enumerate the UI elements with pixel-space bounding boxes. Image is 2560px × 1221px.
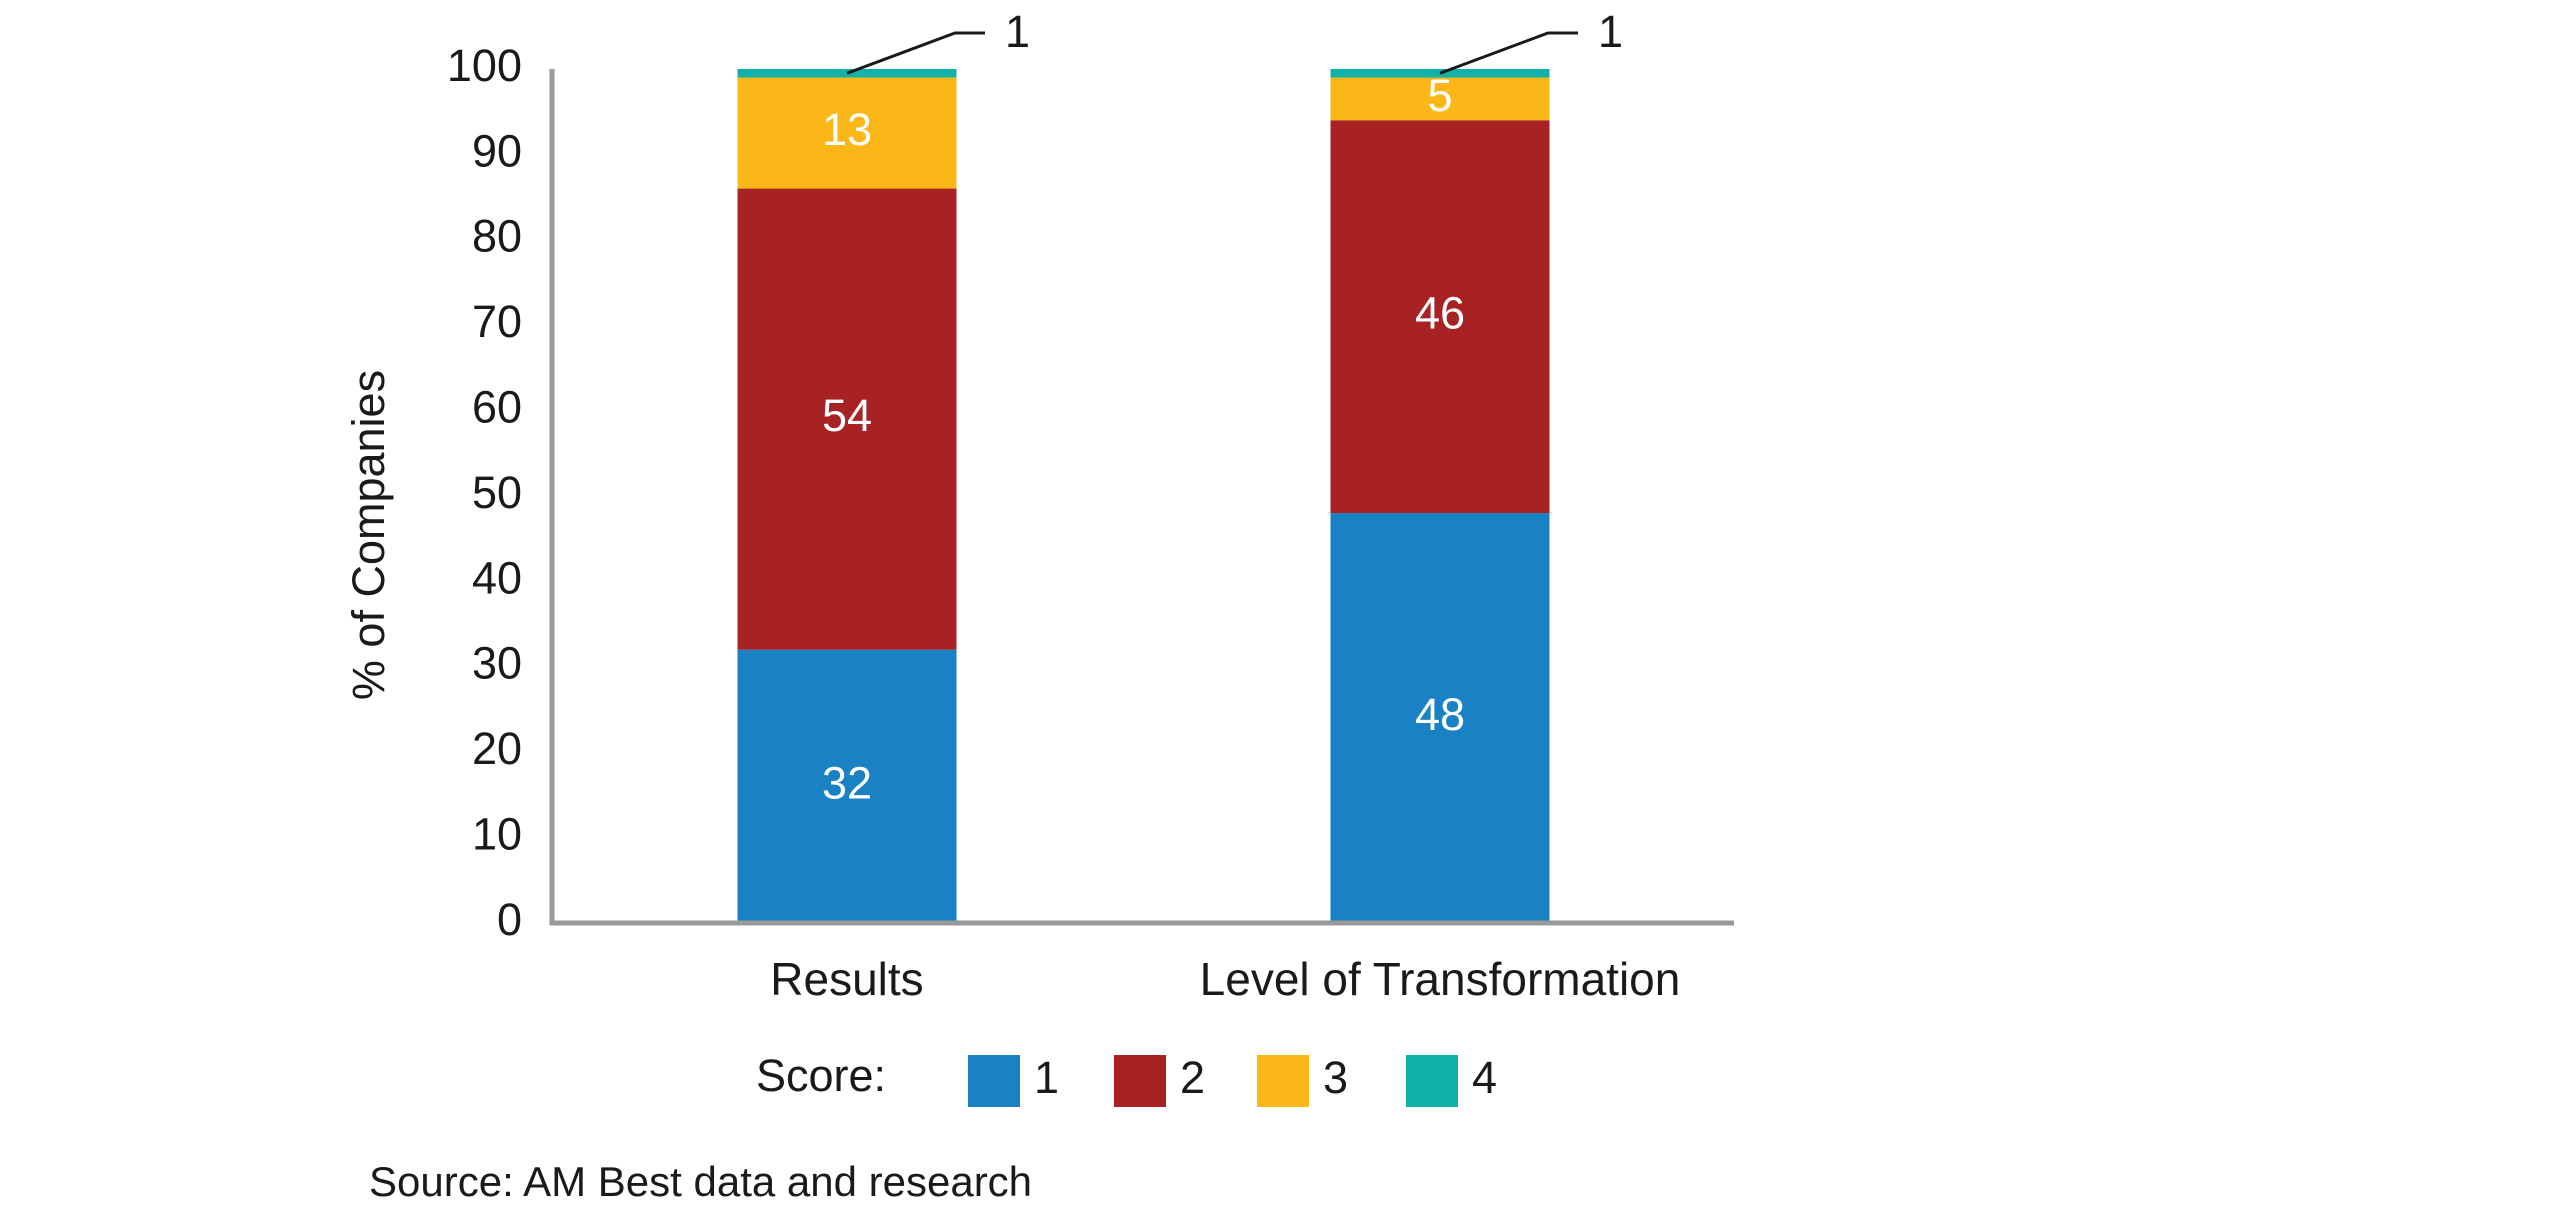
legend-swatch [1257,1055,1309,1107]
source: Source: AM Best data and research [369,1158,1032,1205]
data-label: 1 [1598,6,1623,57]
bar-segment [737,69,957,78]
y-tick-label: 20 [472,723,522,774]
data-label: 5 [1427,70,1452,121]
y-tick-label: 40 [472,552,522,603]
legend-label: 4 [1472,1052,1497,1103]
y-tick-label: 10 [472,808,522,859]
y-tick-label: 0 [497,894,522,945]
axis-line [549,69,1734,926]
legend-swatch [1114,1055,1166,1107]
y-tick-label: 30 [472,638,522,689]
data-label: 1 [1005,6,1030,57]
data-label: 54 [822,390,872,441]
y-tick-label: 50 [472,467,522,518]
bar-segment [737,188,957,650]
bar-segment [1330,120,1550,514]
leader-line [1439,31,1578,75]
y-tick-label: 60 [472,381,522,432]
legend-label: 2 [1180,1052,1205,1103]
bar-segment [737,77,957,189]
leader-line [846,31,985,75]
y-axis-label: % of Companies [343,370,394,700]
x-tick-label: Level of Transformation [1200,953,1681,1005]
x-tick-label: Results [770,953,923,1005]
y-tick-label: 70 [472,296,522,347]
bar-segment [1330,513,1550,923]
y-tick-label: 100 [447,40,522,91]
y-tick-label: 80 [472,211,522,262]
legend-label: 3 [1323,1052,1348,1103]
legend-title: Score: [756,1050,886,1101]
legend-label: 1 [1034,1052,1059,1103]
bar-segment [1330,77,1550,121]
legend-swatch [968,1055,1020,1107]
bar-segment [737,649,957,923]
y-tick-label: 90 [472,125,522,176]
bar-segment [1330,69,1550,78]
legend-swatch [1406,1055,1458,1107]
data-label: 13 [822,104,872,155]
data-label: 46 [1415,288,1465,339]
data-label: 48 [1415,689,1465,740]
data-label: 32 [822,757,872,808]
